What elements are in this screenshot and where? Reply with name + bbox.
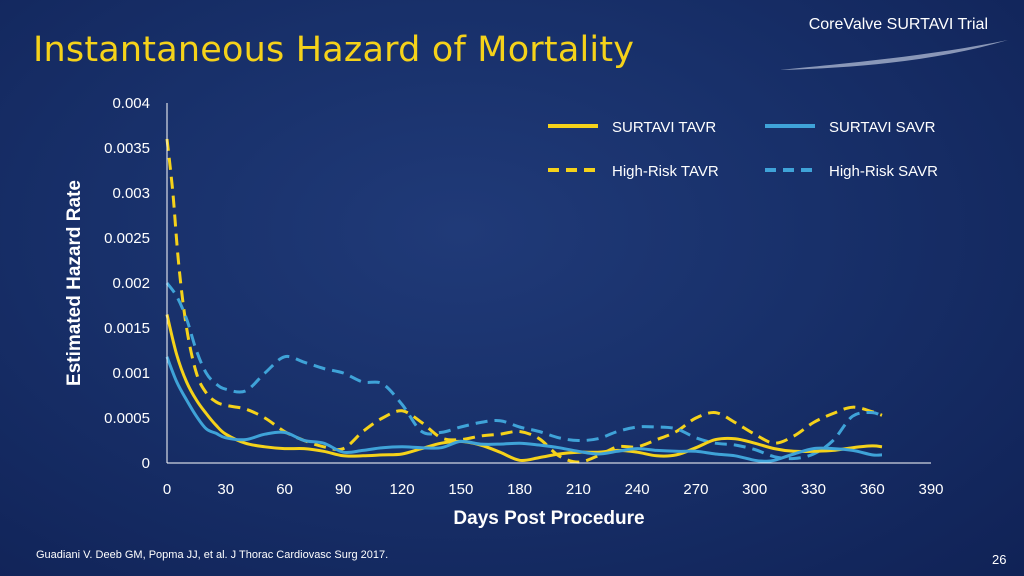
- y-tick-label: 0.002: [112, 275, 150, 292]
- slide-title: Instantaneous Hazard of Mortality: [33, 30, 635, 70]
- legend-label-surtavi-savr: SURTAVI SAVR: [829, 119, 936, 136]
- x-tick-label: 180: [507, 481, 532, 498]
- y-tick-label: 0.001: [112, 365, 150, 382]
- legend-label-surtavi-tavr: SURTAVI TAVR: [612, 119, 716, 136]
- x-tick-label: 330: [801, 481, 826, 498]
- x-tick-label: 270: [683, 481, 708, 498]
- series-line-surtavi-savr: [165, 356, 883, 463]
- x-tick-label: 390: [918, 481, 943, 498]
- y-axis-title: Estimated Hazard Rate: [64, 180, 85, 386]
- chart-axes: 0 30 60 90 120 150 180 210 240 270 300 330 360 390 0 0.…: [104, 95, 943, 498]
- chart-legend: SURTAVI TAVR SURTAVI SAVR High-Risk TAVR Hi…: [548, 119, 938, 180]
- x-tick-label: 60: [276, 481, 293, 498]
- x-tick-label: 90: [335, 481, 352, 498]
- x-tick-label: 30: [217, 481, 234, 498]
- x-tick-label: 150: [448, 481, 473, 498]
- y-tick-label: 0: [142, 455, 150, 472]
- citation-footnote: Guadiani V. Deeb GM, Popma JJ, et al. J …: [36, 549, 389, 561]
- x-tick-label: 240: [625, 481, 650, 498]
- y-tick-label: 0.003: [112, 185, 150, 202]
- series-line-high-risk-tavr: [165, 138, 883, 464]
- x-tick-label: 210: [566, 481, 591, 498]
- x-tick-label: 300: [742, 481, 767, 498]
- trial-brand-logo: CoreValve SURTAVI Trial: [808, 16, 988, 33]
- x-tick-label: 0: [163, 481, 171, 498]
- y-tick-label: 0.0005: [104, 410, 150, 427]
- x-tick-label: 120: [390, 481, 415, 498]
- series-line-high-risk-savr: [165, 282, 883, 461]
- legend-label-high-risk-tavr: High-Risk TAVR: [612, 163, 719, 180]
- y-tick-label: 0.004: [112, 95, 150, 112]
- x-axis-title: Days Post Procedure: [453, 508, 644, 529]
- y-tick-label: 0.0015: [104, 320, 150, 337]
- legend-label-high-risk-savr: High-Risk SAVR: [829, 163, 938, 180]
- plot-lines: [165, 138, 883, 464]
- series-line-surtavi-tavr: [165, 314, 883, 462]
- x-tick-label: 360: [860, 481, 885, 498]
- y-tick-label: 0.0025: [104, 230, 150, 247]
- page-number: 26: [992, 552, 1007, 567]
- y-tick-label: 0.0035: [104, 140, 150, 157]
